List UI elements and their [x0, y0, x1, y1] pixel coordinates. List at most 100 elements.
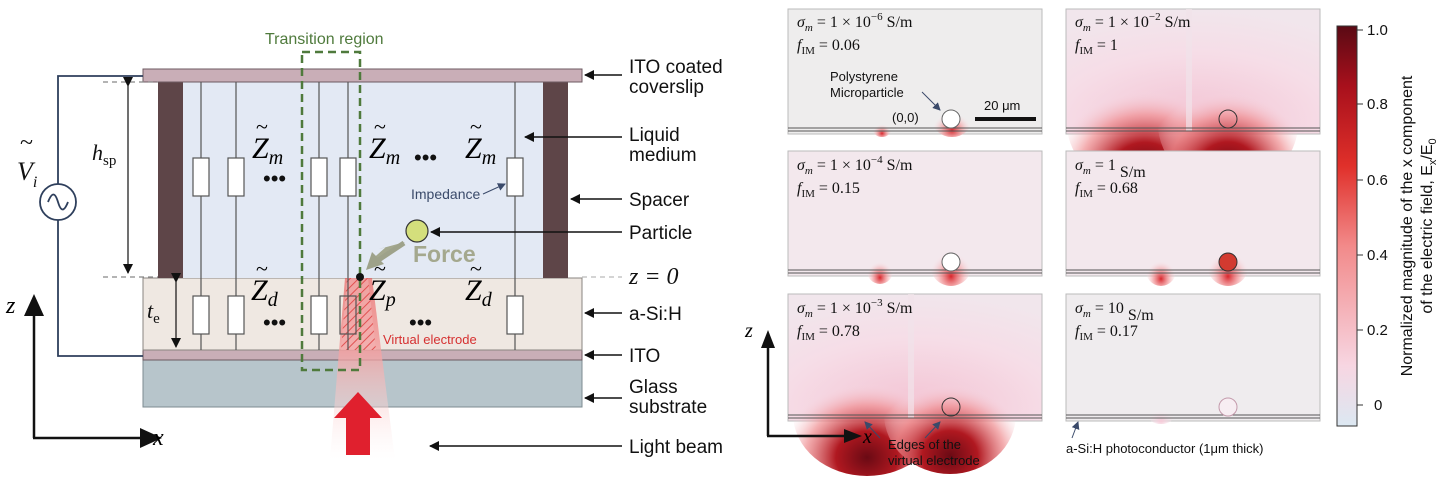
dots-1: •••	[263, 166, 286, 191]
svg-text:σm = 1 × 10−2 S/m: σm = 1 × 10−2 S/m	[1075, 11, 1191, 34]
scale-bar-label: 20 μm	[984, 98, 1020, 113]
colorbar-tick-5: 0.2	[1367, 322, 1388, 339]
impedance-pointer	[482, 183, 506, 195]
colorbar-tick-3: 0.6	[1367, 172, 1388, 189]
svg-text:~: ~	[470, 114, 482, 139]
panel-1-text: σm = 1 × 10−6 S/m fIM = 0.06	[797, 11, 913, 57]
svg-text:Zm: Zm	[465, 132, 496, 169]
edges-label: Edges of the	[888, 437, 961, 452]
panel-1	[787, 8, 1043, 137]
voltage-label: Vi	[17, 157, 37, 191]
colorbar-tick-4: 0.4	[1367, 247, 1388, 264]
label-ito-coverslip: ITO coated	[629, 57, 723, 78]
label-ito-coverslip-2: coverslip	[629, 77, 704, 98]
right-axis-x: x	[862, 426, 872, 448]
right-x-arrowhead	[844, 429, 862, 443]
origin-label: (0,0)	[892, 110, 919, 125]
colorbar-tick-2: 0.8	[1367, 96, 1388, 113]
left-axis-x: x	[152, 425, 164, 451]
light-arrow	[334, 392, 382, 455]
svg-text:Normalized magnitude of the x: Normalized magnitude of the x component	[1399, 75, 1416, 376]
transition-region-label: Transition region	[265, 31, 384, 48]
ito-coverslip	[142, 68, 583, 83]
asih-photo-pointer	[1071, 421, 1080, 439]
svg-text:~: ~	[256, 114, 268, 139]
voltage-tilde: ~	[20, 130, 33, 156]
svg-text:~: ~	[470, 256, 482, 281]
svg-text:fIM = 1: fIM = 1	[1075, 37, 1118, 57]
particle	[405, 219, 429, 243]
panel-6	[1065, 293, 1321, 424]
svg-text:σm = 1 × 10−4 S/m: σm = 1 × 10−4 S/m	[797, 154, 913, 177]
svg-text:fIM = 0.15: fIM = 0.15	[797, 180, 860, 200]
left-axis-z: z	[5, 293, 16, 319]
colorbar-tick-6: 0	[1374, 397, 1382, 414]
impedance-label: Impedance	[411, 186, 480, 202]
left-axes	[32, 312, 142, 440]
dots-4: •••	[409, 310, 432, 335]
svg-text:Zd: Zd	[465, 274, 493, 311]
colorbar: 1.0 0.8 0.6 0.4 0.2 0 Normalized magnitu…	[1336, 22, 1439, 427]
force-arrow-head	[366, 252, 384, 270]
svg-text:~: ~	[256, 256, 268, 281]
z-zero-label: z = 0	[628, 264, 679, 290]
svg-text:σm = 1 S/m: σm = 1 S/m	[1075, 157, 1146, 181]
svg-text:Zm: Zm	[369, 132, 400, 169]
panel-4-text: σm = 1 S/m fIM = 0.68	[1075, 157, 1146, 200]
svg-text:Zp: Zp	[369, 274, 396, 311]
zd-label-2: ~ Zd	[465, 256, 493, 311]
zm-label-3: ~ Zm	[465, 114, 496, 169]
label-ito: ITO	[629, 346, 660, 367]
svg-text:fIM = 0.06: fIM = 0.06	[797, 37, 860, 57]
panel-6-text: σm = 10 S/m fIM = 0.17	[1075, 300, 1154, 343]
left-z-arrowhead	[24, 294, 44, 316]
colorbar-tick-1: 1.0	[1367, 22, 1388, 39]
polystyrene-pointer	[921, 91, 941, 111]
dots-2: •••	[414, 145, 437, 170]
label-liquid-medium: Liquid	[629, 125, 680, 146]
label-glass: Glass	[629, 377, 678, 398]
oet-device-schematic: Transition region Vi ~ hsp te ~ Zm ~ Zm	[5, 31, 723, 460]
force-label: Force	[413, 241, 476, 267]
virtual-electrode-label: Virtual electrode	[383, 332, 477, 347]
hsp-dimension	[103, 77, 158, 278]
panel-4	[1065, 150, 1321, 286]
svg-text:σm = 1 × 10−6 S/m: σm = 1 × 10−6 S/m	[797, 11, 913, 34]
hsp-label: hsp	[92, 140, 116, 169]
svg-text:of the electric field, Ex/E0: of the electric field, Ex/E0	[1419, 138, 1439, 313]
impedance-network-medium	[192, 82, 524, 350]
zd-label-1: ~ Zd	[251, 256, 279, 311]
svg-text:Zd: Zd	[251, 274, 279, 311]
polystyrene-label: Polystyrene	[830, 69, 898, 84]
asih-photo-label: a-Si:H photoconductor (1μm thick)	[1066, 441, 1264, 456]
colorbar-gradient	[1336, 25, 1358, 427]
transition-region-box	[300, 50, 362, 372]
layer-label-arrows	[429, 70, 622, 451]
field-panels: σm = 1 × 10−6 S/m fIM = 0.06 σm = 1 × 10…	[744, 8, 1321, 476]
label-light-beam: Light beam	[629, 437, 723, 458]
spacer-right	[543, 82, 568, 278]
te-label: te	[147, 298, 160, 327]
label-spacer: Spacer	[629, 190, 690, 211]
panel-5-text: σm = 1 × 10−3 S/m fIM = 0.78	[797, 297, 913, 343]
svg-text:σm = 1 × 10−3 S/m: σm = 1 × 10−3 S/m	[797, 297, 913, 320]
panel-3-text: σm = 1 × 10−4 S/m fIM = 0.15	[797, 154, 913, 200]
edges-pointer-2	[924, 421, 941, 439]
right-axes	[766, 346, 846, 438]
colorbar-label: Normalized magnitude of the x component …	[1399, 75, 1439, 376]
dots-3: •••	[263, 310, 286, 335]
svg-text:~: ~	[374, 114, 386, 139]
svg-text:fIM = 0.17: fIM = 0.17	[1075, 323, 1138, 343]
svg-text:σm = 10 S/m: σm = 10 S/m	[1075, 300, 1154, 324]
svg-text:fIM = 0.78: fIM = 0.78	[797, 323, 860, 343]
label-liquid-medium-2: medium	[629, 145, 697, 166]
edges-pointer-1	[864, 421, 881, 439]
svg-text:fIM = 0.68: fIM = 0.68	[1075, 180, 1138, 200]
panel-5	[787, 293, 1043, 476]
label-glass-2: substrate	[629, 397, 707, 418]
voltage-source-circuit	[39, 75, 143, 357]
zm-label-2: ~ Zm	[369, 114, 400, 169]
left-x-arrowhead	[140, 428, 162, 448]
panel-2-text: σm = 1 × 10−2 S/m fIM = 1	[1075, 11, 1191, 57]
